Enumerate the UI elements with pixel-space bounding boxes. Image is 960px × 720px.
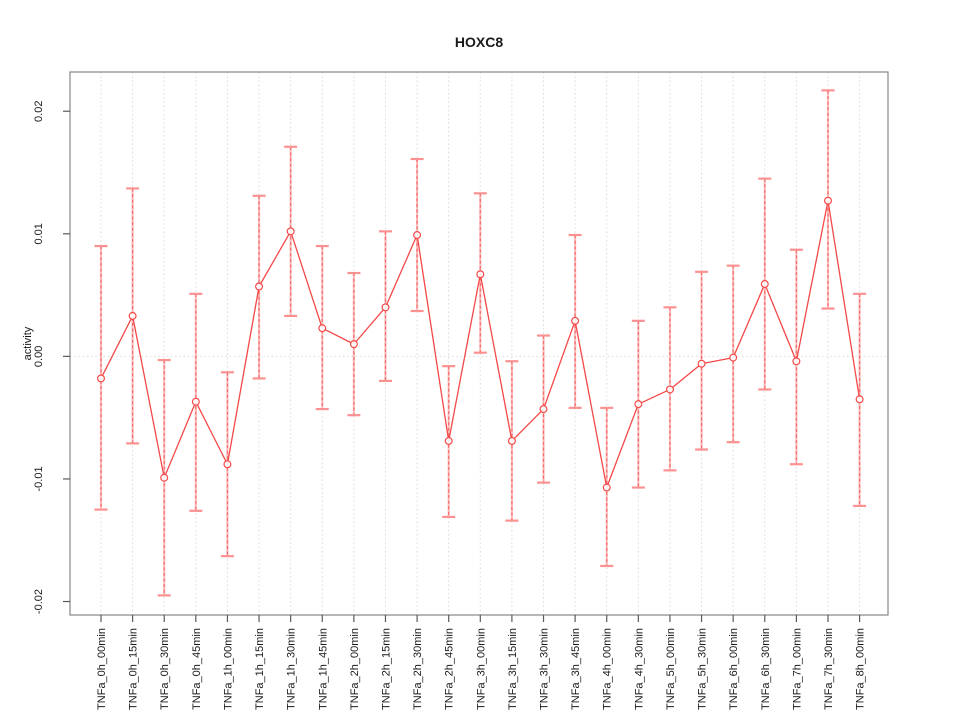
data-point (602, 483, 611, 492)
data-point (223, 460, 232, 469)
x-tick-label: TNFa_0h_15min (128, 628, 140, 710)
data-point (729, 353, 738, 362)
data-point (381, 303, 390, 312)
data-point (318, 324, 327, 333)
x-tick-label: TNFa_8h_00min (855, 628, 867, 710)
x-tick-label: TNFa_3h_30min (539, 628, 551, 710)
data-point (634, 400, 643, 409)
data-point (476, 270, 485, 279)
x-tick-label: TNFa_2h_15min (380, 628, 392, 710)
x-tick-label: TNFa_7h_00min (791, 628, 803, 710)
y-tick-label: 0.00 (33, 346, 45, 367)
x-tick-label: TNFa_0h_45min (191, 628, 203, 710)
data-point (539, 405, 548, 414)
x-tick-label: TNFa_1h_00min (222, 628, 234, 710)
data-point (160, 473, 169, 482)
data-point (760, 280, 769, 289)
x-tick-label: TNFa_2h_45min (444, 628, 456, 710)
x-tick-label: TNFa_6h_30min (760, 628, 772, 710)
x-tick-label: TNFa_0h_00min (96, 628, 108, 710)
x-tick-label: TNFa_7h_30min (823, 628, 835, 710)
data-point (665, 385, 674, 394)
x-tick-label: TNFa_1h_30min (286, 628, 298, 710)
data-point (96, 374, 105, 383)
x-tick-label: TNFa_3h_45min (570, 628, 582, 710)
x-tick-label: TNFa_3h_00min (475, 628, 487, 710)
data-point (349, 340, 358, 349)
data-point (697, 359, 706, 368)
data-point (507, 436, 516, 445)
x-tick-label: TNFa_1h_15min (254, 628, 266, 710)
data-point (128, 311, 137, 320)
data-point (823, 196, 832, 205)
data-point (255, 282, 264, 291)
x-tick-label: TNFa_2h_30min (412, 628, 424, 710)
data-point (286, 227, 295, 236)
x-tick-label: TNFa_6h_00min (728, 628, 740, 710)
y-axis-label: activity (22, 326, 34, 360)
x-tick-label: TNFa_4h_30min (633, 628, 645, 710)
data-point (444, 436, 453, 445)
data-point (413, 231, 422, 240)
data-point (571, 316, 580, 325)
data-point (191, 397, 200, 406)
y-tick-label: 0.02 (33, 101, 45, 122)
x-tick-label: TNFa_0h_30min (159, 628, 171, 710)
data-point (792, 357, 801, 366)
data-point (855, 395, 864, 404)
y-tick-label: -0.02 (33, 589, 45, 614)
x-tick-label: TNFa_5h_00min (665, 628, 677, 710)
chart-title: HOXC8 (455, 34, 503, 50)
x-tick-label: TNFa_5h_30min (697, 628, 709, 710)
y-tick-label: 0.01 (33, 223, 45, 244)
x-tick-label: TNFa_4h_00min (602, 628, 614, 710)
x-tick-label: TNFa_1h_45min (317, 628, 329, 710)
plot-frame (69, 71, 889, 616)
x-tick-label: TNFa_2h_00min (349, 628, 361, 710)
x-tick-label: TNFa_3h_15min (507, 628, 519, 710)
y-tick-label: -0.01 (33, 466, 45, 491)
